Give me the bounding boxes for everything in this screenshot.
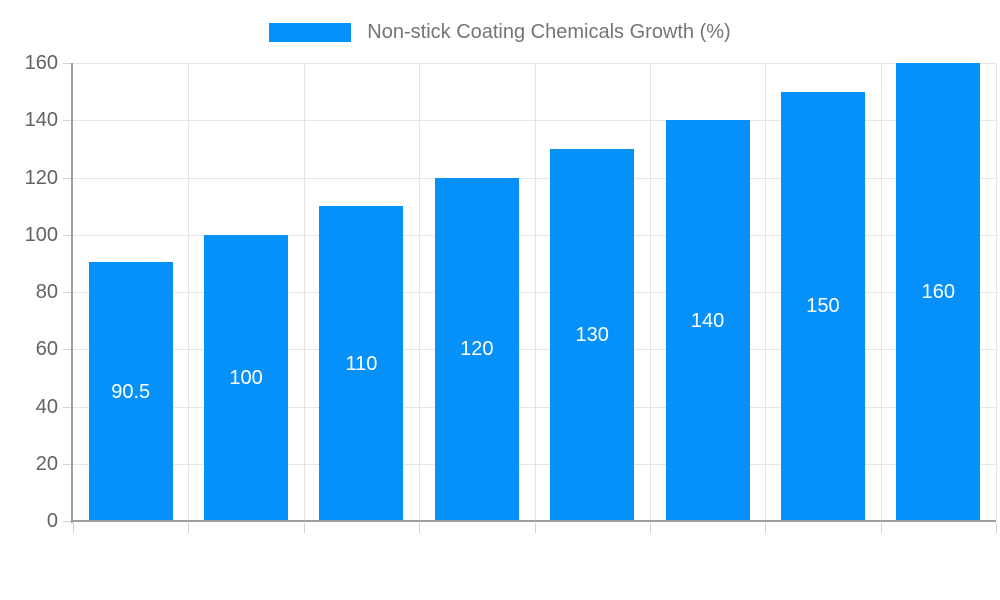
y-tick-mark: [63, 120, 73, 122]
x-axis-line: [71, 520, 996, 522]
x-tick-mark: [880, 523, 882, 533]
y-tick-mark: [63, 406, 73, 408]
y-tick-label: 120: [24, 166, 58, 189]
v-gridline: [303, 63, 305, 521]
y-tick-mark: [63, 292, 73, 293]
y-tick-label: 100: [24, 223, 58, 246]
v-gridline: [765, 63, 767, 521]
v-gridline: [649, 63, 651, 521]
y-tick-label: 40: [35, 395, 58, 418]
y-tick-mark: [63, 463, 73, 465]
bar-value-label: 110: [345, 352, 378, 375]
bar-value-label: 130: [575, 323, 609, 346]
y-tick-label: 20: [35, 452, 58, 475]
bar[interactable]: [204, 234, 289, 522]
v-gridline: [880, 63, 882, 521]
x-tick-mark: [996, 523, 997, 533]
v-gridline: [419, 63, 421, 521]
x-tick-mark: [303, 523, 305, 533]
bar-value-label: 160: [921, 281, 955, 303]
v-gridline: [534, 63, 536, 521]
bar[interactable]: [319, 206, 404, 521]
y-tick-mark: [63, 349, 73, 351]
y-axis-line: [71, 63, 73, 523]
y-tick-label: 0: [46, 510, 58, 532]
y-tick-mark: [63, 177, 73, 179]
y-tick-label: 140: [24, 109, 58, 132]
x-tick-mark: [649, 523, 651, 533]
legend-swatch: [269, 22, 352, 42]
bar[interactable]: [665, 120, 750, 522]
bar[interactable]: [88, 261, 173, 521]
legend-label: Non-stick Coating Chemicals Growth (%): [367, 21, 731, 43]
bar-value-label: 90.5: [111, 380, 151, 403]
x-tick-mark: [188, 523, 190, 533]
bar[interactable]: [434, 177, 519, 521]
bar-value-label: 150: [806, 295, 840, 318]
x-tick-mark: [765, 523, 767, 533]
x-tick-mark: [73, 523, 74, 533]
y-tick-mark: [63, 234, 73, 236]
v-gridline: [996, 63, 997, 521]
v-gridline: [188, 63, 190, 521]
bar[interactable]: [780, 91, 865, 521]
y-tick-label: 80: [35, 281, 58, 303]
y-tick-mark: [63, 63, 73, 64]
bar[interactable]: [550, 148, 635, 521]
y-tick-mark: [63, 521, 73, 522]
x-tick-mark: [534, 523, 536, 533]
x-tick-mark: [419, 523, 421, 533]
bar-value-label: 100: [229, 366, 263, 389]
bar-value-label: 120: [460, 338, 494, 361]
y-tick-label: 160: [24, 52, 58, 74]
y-tick-label: 60: [35, 338, 58, 361]
legend: Non-stick Coating Chemicals Growth (%): [0, 14, 1000, 50]
bar-value-label: 140: [690, 309, 725, 332]
bar[interactable]: [896, 63, 981, 521]
